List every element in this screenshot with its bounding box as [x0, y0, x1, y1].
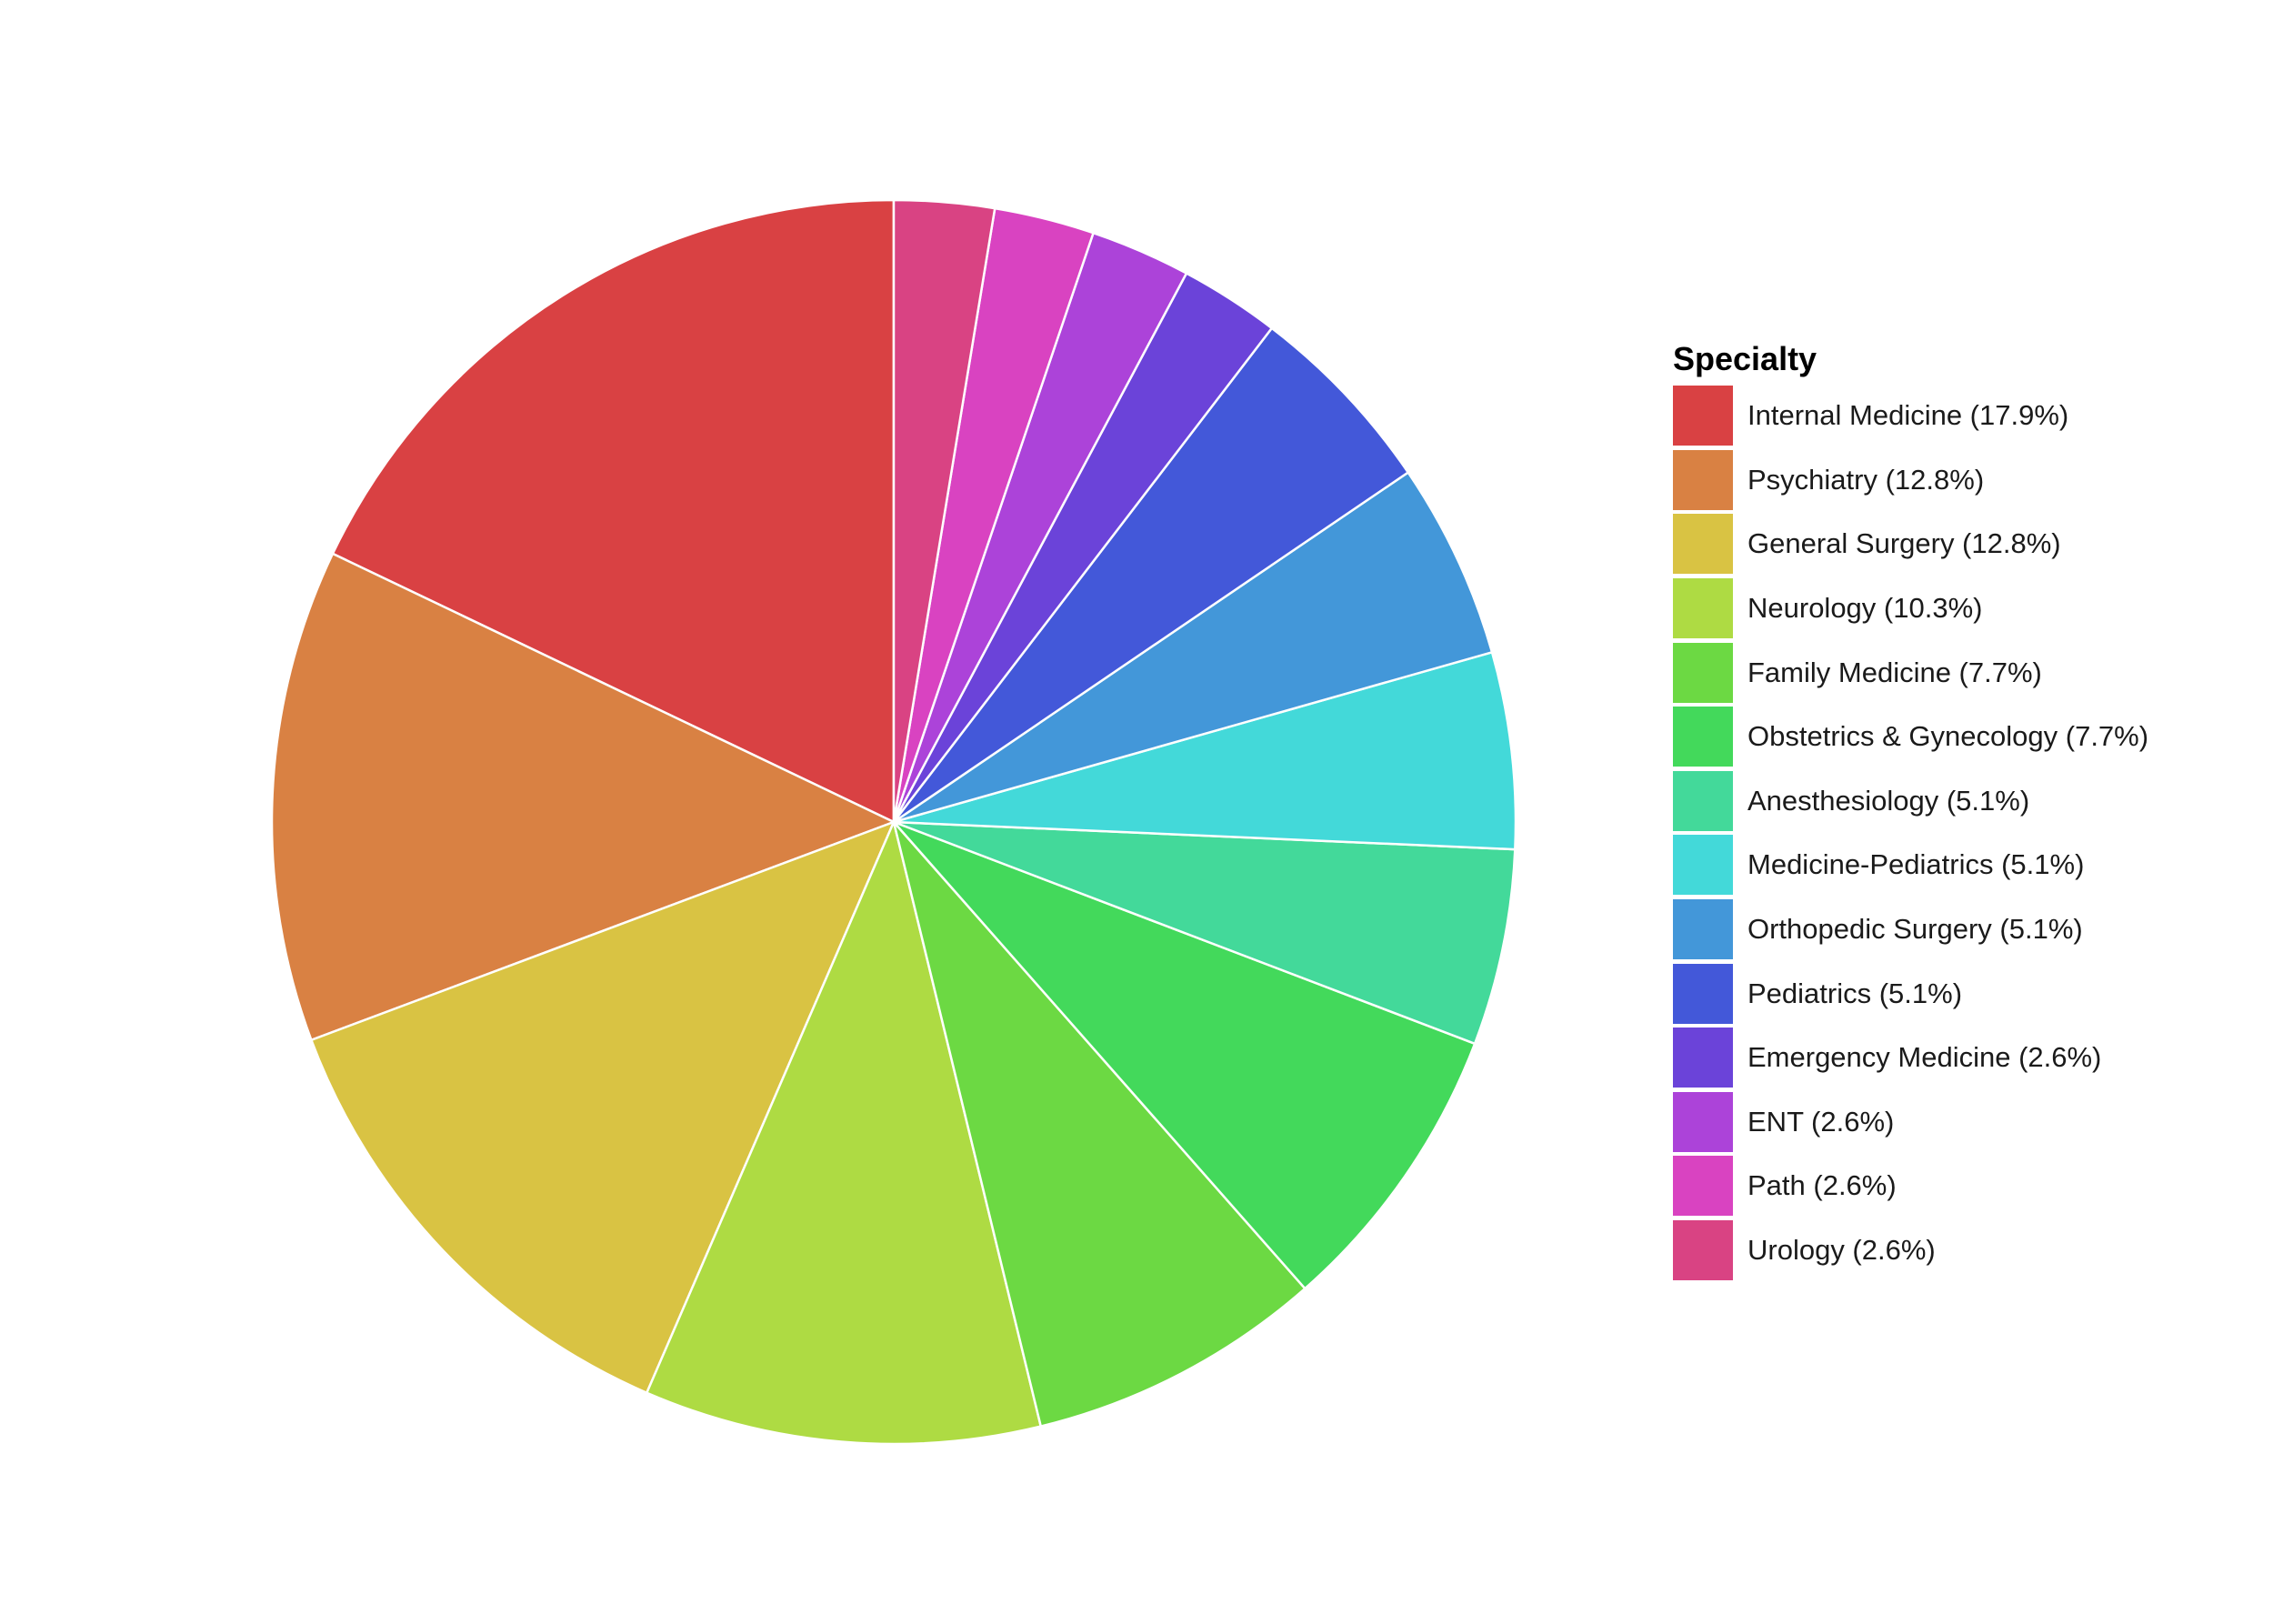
legend-item-psychiatry: Psychiatry (12.8%)	[1673, 448, 2255, 513]
legend-item-neurology: Neurology (10.3%)	[1673, 576, 2255, 641]
legend-swatch-psychiatry	[1673, 449, 1733, 510]
legend-item-orthopedic-surgery: Orthopedic Surgery (5.1%)	[1673, 897, 2255, 962]
legend-label-anesthesiology: Anesthesiology (5.1%)	[1747, 784, 2030, 817]
legend-swatch-general-surgery	[1673, 514, 1733, 575]
legend-items: Internal Medicine (17.9%) Psychiatry (12.…	[1673, 384, 2255, 1282]
legend-swatch-medicine-pediatrics	[1673, 835, 1733, 896]
pie-slice-medicine-pediatrics	[892, 651, 1517, 851]
legend-label-obstetrics-gynecology: Obstetrics & Gynecology (7.7%)	[1747, 720, 2149, 753]
pie-slice-neurology	[646, 820, 1043, 1446]
legend-label-path: Path (2.6%)	[1747, 1169, 1897, 1202]
legend-label-orthopedic-surgery: Orthopedic Surgery (5.1%)	[1747, 913, 2083, 946]
legend-item-pediatrics: Pediatrics (5.1%)	[1673, 961, 2255, 1026]
pie-slice-pediatrics	[892, 326, 1409, 824]
pie-slice-psychiatry	[270, 552, 896, 1042]
legend-item-obstetrics-gynecology: Obstetrics & Gynecology (7.7%)	[1673, 705, 2255, 769]
legend-label-pediatrics: Pediatrics (5.1%)	[1747, 977, 1963, 1009]
pie-slice-general-surgery	[310, 820, 896, 1394]
legend-item-ent: ENT (2.6%)	[1673, 1090, 2255, 1155]
legend-item-family-medicine: Family Medicine (7.7%)	[1673, 640, 2255, 705]
legend-label-family-medicine: Family Medicine (7.7%)	[1747, 656, 2042, 688]
legend-item-urology: Urology (2.6%)	[1673, 1218, 2255, 1283]
legend-swatch-path	[1673, 1156, 1733, 1217]
legend-title: Specialty	[1673, 340, 1817, 377]
legend-swatch-obstetrics-gynecology	[1673, 707, 1733, 767]
pie-slice-internal-medicine	[331, 198, 896, 824]
pie-slice-family-medicine	[892, 820, 1307, 1428]
legend-swatch-neurology	[1673, 578, 1733, 639]
legend-label-neurology: Neurology (10.3%)	[1747, 592, 1983, 625]
legend-item-medicine-pediatrics: Medicine-Pediatrics (5.1%)	[1673, 833, 2255, 897]
legend-label-emergency-medicine: Emergency Medicine (2.6%)	[1747, 1041, 2102, 1074]
pie-slice-anesthesiology	[892, 820, 1517, 1046]
legend-label-urology: Urology (2.6%)	[1747, 1234, 1936, 1267]
legend-label-general-surgery: General Surgery (12.8%)	[1747, 527, 2061, 560]
legend-item-emergency-medicine: Emergency Medicine (2.6%)	[1673, 1026, 2255, 1090]
legend-swatch-pediatrics	[1673, 963, 1733, 1024]
legend: Specialty Internal Medicine (17.9%) Psych…	[1673, 336, 2255, 1282]
legend-item-internal-medicine: Internal Medicine (17.9%)	[1673, 384, 2255, 448]
legend-swatch-urology	[1673, 1220, 1733, 1281]
legend-swatch-orthopedic-surgery	[1673, 899, 1733, 960]
legend-label-psychiatry: Psychiatry (12.8%)	[1747, 463, 1985, 496]
legend-swatch-emergency-medicine	[1673, 1028, 1733, 1088]
pie-slices	[270, 198, 1517, 1446]
legend-item-general-surgery: General Surgery (12.8%)	[1673, 512, 2255, 576]
pie-slice-orthopedic-surgery	[892, 471, 1494, 824]
legend-label-internal-medicine: Internal Medicine (17.9%)	[1747, 399, 2069, 432]
legend-swatch-family-medicine	[1673, 642, 1733, 703]
legend-swatch-internal-medicine	[1673, 386, 1733, 446]
pie-slice-urology	[892, 198, 996, 824]
legend-swatch-ent	[1673, 1091, 1733, 1152]
legend-swatch-anesthesiology	[1673, 770, 1733, 831]
pie-slice-obstetrics-gynecology	[892, 820, 1477, 1290]
legend-item-path: Path (2.6%)	[1673, 1154, 2255, 1218]
legend-label-ent: ENT (2.6%)	[1747, 1105, 1895, 1138]
legend-item-anesthesiology: Anesthesiology (5.1%)	[1673, 769, 2255, 834]
legend-label-medicine-pediatrics: Medicine-Pediatrics (5.1%)	[1747, 848, 2085, 881]
